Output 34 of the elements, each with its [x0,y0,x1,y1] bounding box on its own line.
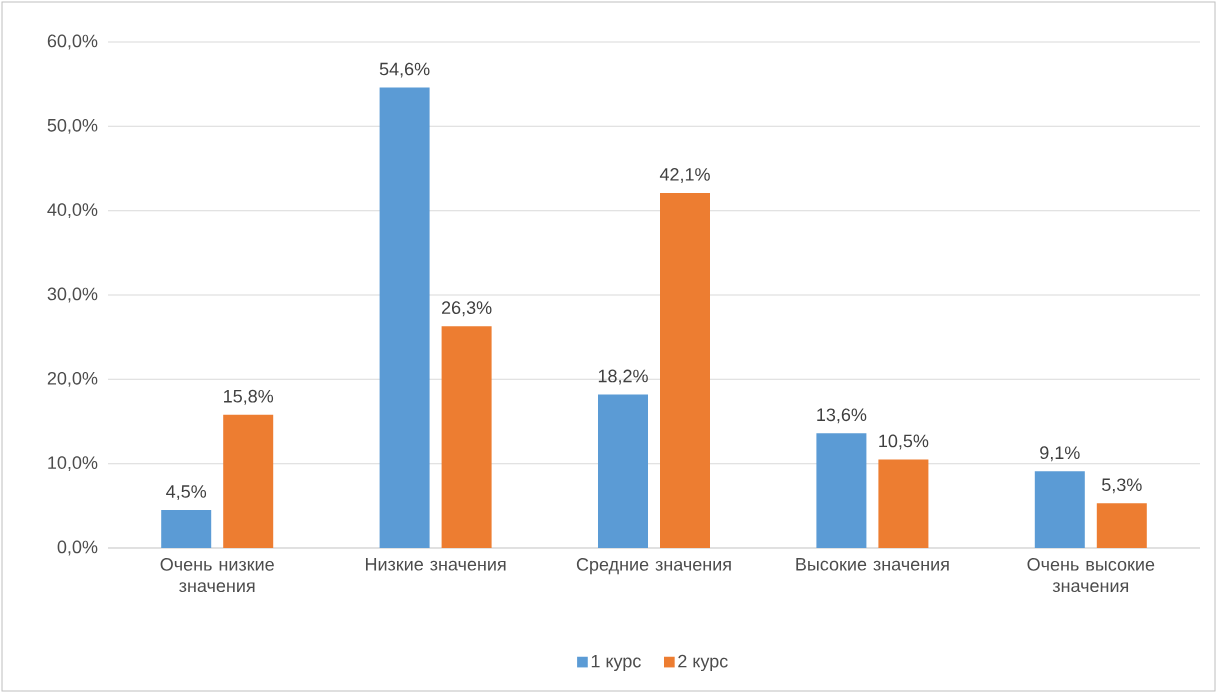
x-tick-label: Очень низкие значения [160,558,274,593]
data-label: 9,1% [1040,446,1080,462]
data-label: 26,3% [441,301,492,317]
bar [816,433,867,548]
bar [1096,503,1147,548]
data-label: 13,6% [817,408,867,424]
y-tick-label: 40,0% [47,203,98,219]
data-label: 54,6% [379,62,430,78]
data-label: 42,1% [659,168,710,183]
bar [223,414,274,548]
y-tick-label: 60,0% [47,34,98,50]
bar [379,87,430,548]
legend-label: 1 курс [591,654,641,672]
x-tick-label: Низкие значения [365,558,506,571]
bar [441,326,492,548]
y-tick-label: 20,0% [47,371,98,387]
data-label: 5,3% [1102,478,1142,494]
bar [161,510,212,548]
data-label: 18,2% [598,369,648,385]
bar [878,459,929,548]
x-tick-label: Очень высокие значения [1027,558,1155,593]
y-tick-label: 10,0% [48,456,98,472]
data-label: 4,5% [166,485,207,500]
bar [660,192,710,548]
bar [598,394,648,548]
y-tick-label: 0,0% [57,540,98,556]
data-label: 10,5% [879,434,929,450]
bar [1034,471,1085,548]
x-tick-label: Средние значения [576,558,731,575]
x-tick-label: Высокие значения [796,558,949,571]
data-label: 15,8% [224,389,274,405]
legend-label: 2 курс [678,654,728,672]
y-tick-label: 30,0% [47,287,98,303]
y-tick-label: 50,0% [47,118,98,134]
